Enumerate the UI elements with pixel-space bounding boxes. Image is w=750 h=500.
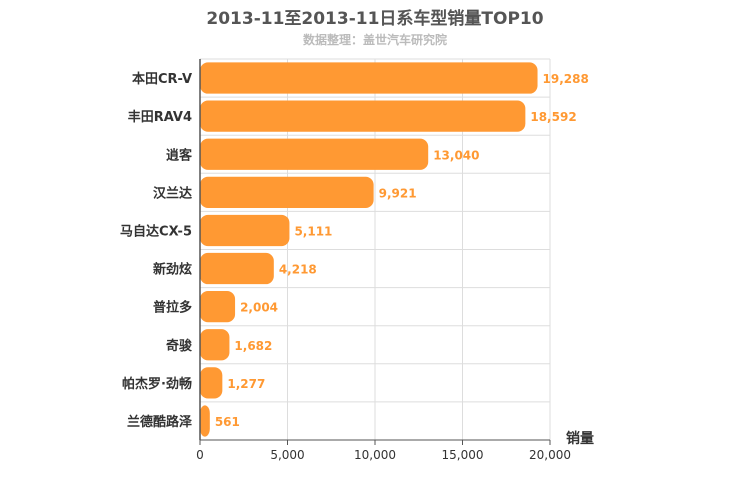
category-label: 马自达CX-5 — [120, 223, 192, 239]
bar — [200, 176, 374, 208]
data-label: 19,288 — [543, 72, 589, 86]
data-label: 9,921 — [379, 186, 417, 200]
data-label: 1,277 — [227, 377, 265, 391]
data-label: 18,592 — [530, 110, 576, 124]
data-label: 13,040 — [433, 148, 479, 162]
bar — [200, 214, 290, 247]
x-tick-label: 0 — [196, 448, 204, 462]
bar — [200, 405, 210, 437]
bar — [200, 329, 230, 361]
bar — [200, 252, 274, 285]
category-label: 普拉多 — [153, 300, 192, 316]
category-label: 本田CR-V — [132, 71, 192, 87]
label-layer: 本田CR-V 19,288 丰田RAV4 18,592 逍客 13,040 汉兰达 9,921… — [120, 71, 589, 430]
axis-layer: 0 5,000 10,000 15,000 20,000 — [196, 59, 571, 462]
bar — [200, 291, 236, 323]
category-label: 逍客 — [166, 147, 193, 163]
chart-subtitle: 数据整理：盖世汽车研究院 — [302, 33, 447, 47]
data-label: 5,111 — [294, 224, 332, 238]
data-label: 2,004 — [240, 301, 278, 315]
x-tick-label: 5,000 — [270, 448, 304, 462]
x-tick-label: 20,000 — [529, 448, 571, 462]
category-label: 兰德酷路泽 — [127, 414, 193, 430]
data-label: 4,218 — [279, 263, 317, 277]
data-label: 561 — [215, 415, 240, 429]
chart-title: 2013-11至2013-11日系车型销量TOP10 — [206, 9, 544, 29]
category-label: 奇骏 — [166, 338, 193, 354]
bar — [200, 62, 538, 94]
x-axis-title: 销量 — [566, 430, 594, 447]
x-tick-label: 15,000 — [442, 448, 484, 462]
data-label: 1,682 — [234, 339, 272, 353]
bar-layer — [200, 62, 538, 437]
category-label: 新劲炫 — [153, 262, 192, 278]
category-label: 丰田RAV4 — [128, 109, 192, 125]
bar — [200, 100, 526, 132]
bar — [200, 138, 429, 170]
x-tick-label: 10,000 — [354, 448, 396, 462]
category-label: 汉兰达 — [153, 185, 192, 201]
bar — [200, 367, 223, 399]
category-label: 帕杰罗·劲畅 — [122, 376, 192, 392]
